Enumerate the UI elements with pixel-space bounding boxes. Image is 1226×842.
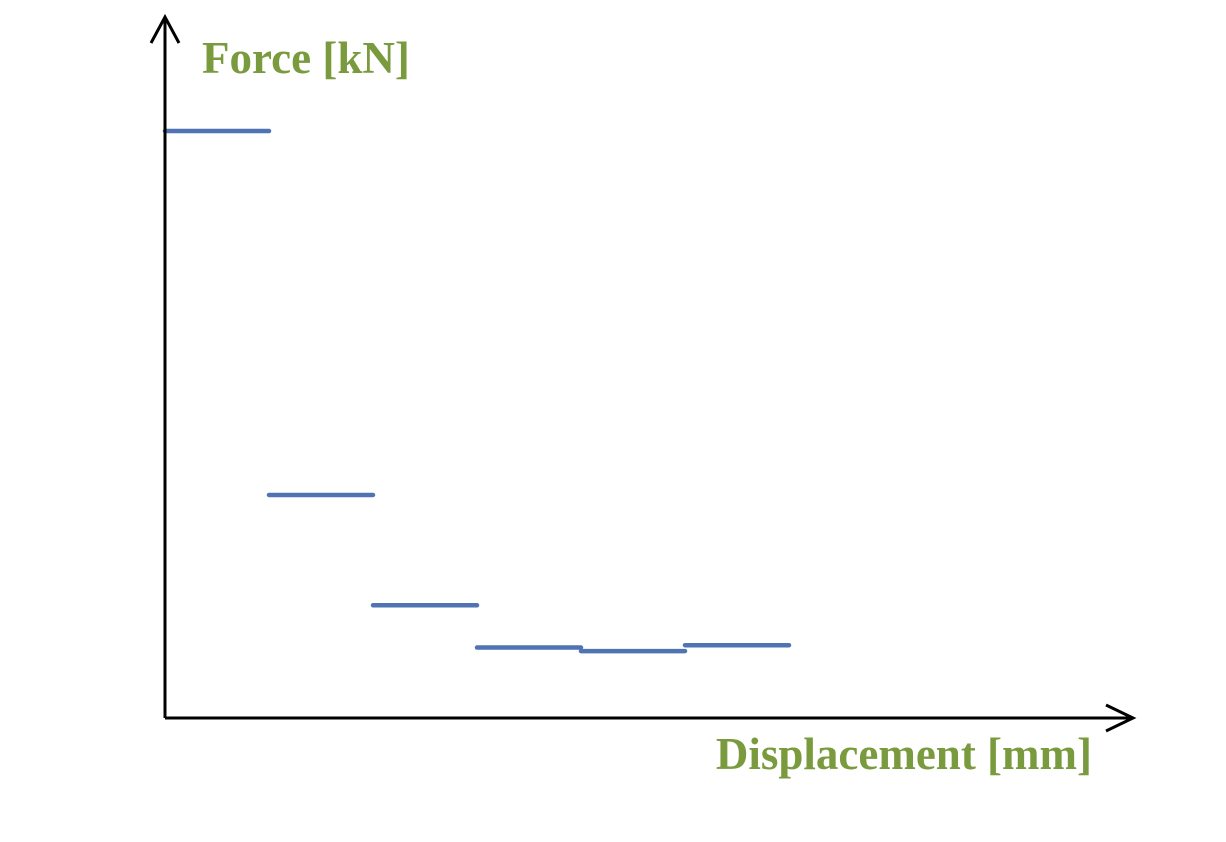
y-axis-arrowhead <box>149 13 181 44</box>
x-axis-label: Displacement [mm] <box>716 729 1092 779</box>
x-axis-arrowhead <box>1105 703 1137 733</box>
plot-area <box>162 128 792 654</box>
y-axis-label: Force [kN] <box>202 33 410 83</box>
